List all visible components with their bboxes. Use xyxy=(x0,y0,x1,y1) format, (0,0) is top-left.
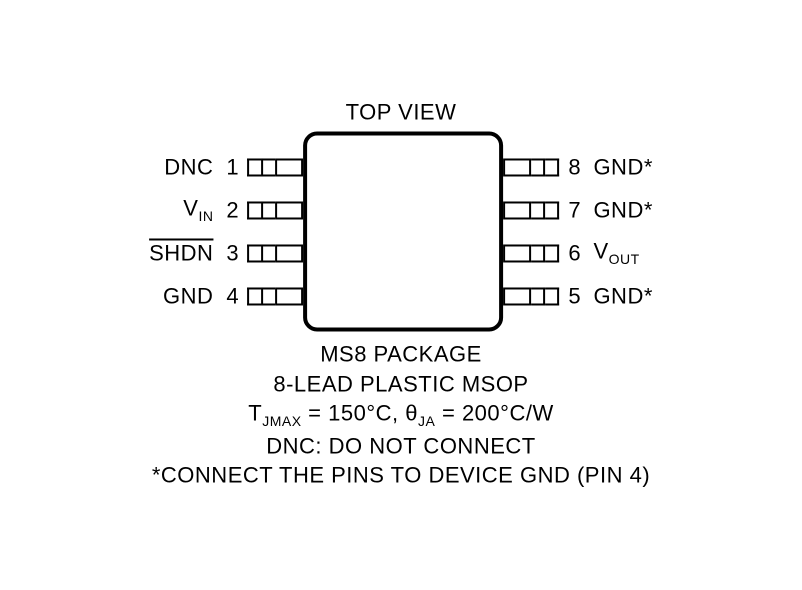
pin-lead xyxy=(503,158,559,176)
pin-number: 7 xyxy=(565,197,583,223)
pin-number: 5 xyxy=(565,283,583,309)
pin-lead xyxy=(247,244,303,262)
pin-number: 1 xyxy=(223,154,241,180)
pin-lead xyxy=(503,201,559,219)
pin-lead xyxy=(503,287,559,305)
package-desc: 8-LEAD PLASTIC MSOP xyxy=(152,369,650,399)
note-star: *CONNECT THE PINS TO DEVICE GND (PIN 4) xyxy=(152,461,650,491)
pin-number: 6 xyxy=(565,240,583,266)
pin-row: VIN 2 xyxy=(149,197,303,223)
pin-number: 2 xyxy=(223,197,241,223)
pin-label: VIN xyxy=(183,196,213,224)
pin-number: 8 xyxy=(565,154,583,180)
pin-lead xyxy=(247,287,303,305)
pin-label: GND xyxy=(163,283,213,309)
pin-lead xyxy=(503,244,559,262)
pin-label: DNC xyxy=(164,154,213,180)
pin-row: 7 GND* xyxy=(503,197,652,223)
pin-row: DNC 1 xyxy=(149,154,303,180)
top-view-label: TOP VIEW xyxy=(346,99,457,125)
pin-label: GND* xyxy=(593,197,652,223)
diagram-container: TOP VIEW DNC 1 VIN 2 SHDN 3 GND 4 8 GND* 7 GND* 6 VO… xyxy=(149,99,653,490)
bottom-text: MS8 PACKAGE 8-LEAD PLASTIC MSOP TJMAX = … xyxy=(152,339,650,490)
pin-row: GND 4 xyxy=(149,283,303,309)
chip-body xyxy=(303,131,503,331)
pin-label: SHDN xyxy=(149,240,213,266)
pins-left-column: DNC 1 VIN 2 SHDN 3 GND 4 xyxy=(149,131,303,331)
pin-row: 6 VOUT xyxy=(503,240,652,266)
pins-right-column: 8 GND* 7 GND* 6 VOUT 5 GND* xyxy=(503,131,652,331)
note-dnc: DNC: DO NOT CONNECT xyxy=(152,431,650,461)
pin-label: GND* xyxy=(593,283,652,309)
pin-number: 3 xyxy=(223,240,241,266)
pin-lead xyxy=(247,201,303,219)
pin-number: 4 xyxy=(223,283,241,309)
chip-row: DNC 1 VIN 2 SHDN 3 GND 4 8 GND* 7 GND* 6 VOUT 5 GND* xyxy=(149,131,653,331)
pin-row: 8 GND* xyxy=(503,154,652,180)
pin-label: VOUT xyxy=(593,239,639,267)
pin-label: GND* xyxy=(593,154,652,180)
thermal-line: TJMAX = 150°C, θJA = 200°C/W xyxy=(152,399,650,431)
pin-row: SHDN 3 xyxy=(149,240,303,266)
pin-row: 5 GND* xyxy=(503,283,652,309)
package-name: MS8 PACKAGE xyxy=(152,339,650,369)
pin-lead xyxy=(247,158,303,176)
